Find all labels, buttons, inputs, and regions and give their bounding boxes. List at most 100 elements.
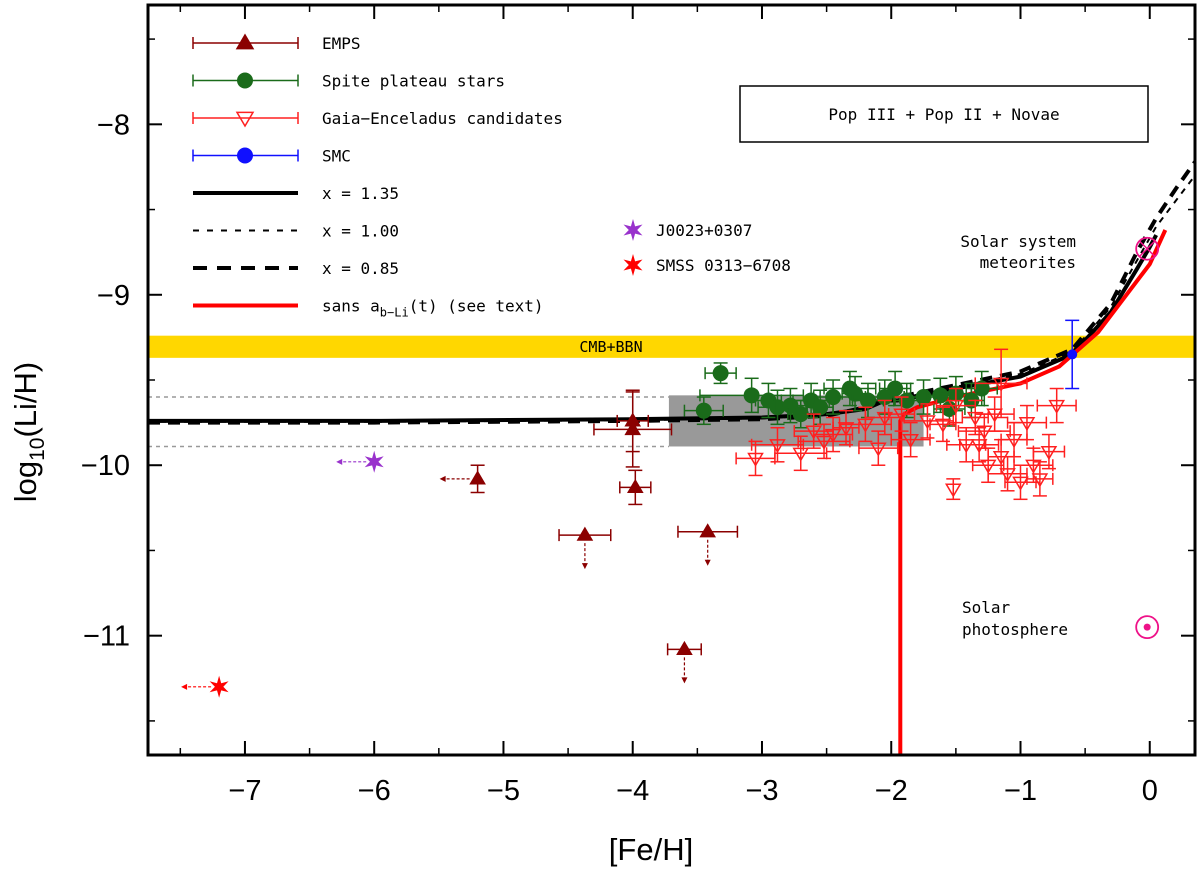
legend-label-0: EMPS (322, 34, 361, 53)
series-2-point-15 (974, 396, 1015, 432)
legend-entry-1: Spite plateau stars (192, 72, 505, 91)
series-1-point-18-marker (695, 402, 712, 419)
series-2-point-31 (1036, 387, 1077, 424)
series-0-point-5-upper-y-head (704, 559, 711, 566)
model-curve-3 (898, 229, 1168, 755)
series-0-point-4-marker (576, 526, 594, 541)
annotation-solar: Solar (962, 598, 1011, 617)
x-tick-label-1: −6 (358, 775, 391, 807)
model-label: Pop III + Pop II + Novae (828, 105, 1059, 124)
series-2-point-22-marker (1031, 473, 1049, 488)
series-2-point-29-marker (970, 439, 988, 454)
legend-label-3: SMC (322, 147, 351, 166)
series-0-point-4 (558, 526, 612, 570)
x-axis-title: [Fe/H] (609, 832, 693, 867)
series-3-point-0 (1065, 319, 1080, 390)
y-tick-label-0: −8 (97, 109, 130, 141)
series-2-point-26-marker (769, 439, 786, 454)
series-2-point-0-marker (747, 452, 764, 467)
series-1-point-10-marker (859, 392, 876, 409)
star-legend-label-0: J0023+0307 (656, 221, 752, 240)
model-curve-2 (148, 174, 1196, 423)
star-1-upper-x-head (181, 683, 188, 690)
series-0-point-5-marker (699, 523, 717, 538)
series-2-point-20 (1006, 404, 1048, 441)
model-curve-1 (148, 160, 1197, 425)
legend-label-rest-7: (t) (see text) (409, 297, 544, 316)
series-2-point-26 (750, 426, 805, 463)
series-2-point-28-marker (870, 442, 887, 457)
y-axis-title-sub: 10 (26, 438, 49, 461)
series-2-point-27 (793, 413, 834, 449)
y-axis-title: log10(Li/H) (8, 362, 49, 503)
series-1-point-7-marker (825, 389, 842, 406)
series-2-point-30-marker (1040, 445, 1058, 461)
band-label: CMB+BBN (579, 338, 642, 356)
series-0-point-2 (619, 469, 652, 506)
series-0-point-6-marker (676, 640, 693, 655)
series-2-point-9 (900, 403, 955, 439)
legend-marker-2 (235, 111, 255, 128)
y-tick-label-2: −10 (81, 450, 130, 482)
series-0-point-3-upper-x-head (439, 475, 446, 482)
series-1-point-18 (683, 396, 724, 426)
legend-label-5: x = 1.00 (322, 222, 399, 241)
series-2-point-2-marker (815, 435, 833, 450)
series-2-point-21-marker (1025, 459, 1042, 474)
series-0-point-1-marker (624, 412, 642, 427)
legend-label-1: Spite plateau stars (322, 72, 505, 91)
series-1-point-12-marker (887, 380, 904, 397)
x-tick-label-7: 0 (1142, 775, 1158, 807)
series-2-point-9-marker (919, 415, 936, 430)
series-2-point-20-marker (1018, 416, 1036, 432)
series-0-point-3-marker (469, 470, 486, 485)
annotation-solar-system: Solar system (960, 232, 1076, 251)
series-0-point-6-upper-y-head (681, 677, 688, 684)
x-tick-label-6: −1 (1004, 775, 1037, 807)
series-1-point-21-marker (941, 400, 958, 417)
legend-marker-3 (237, 147, 253, 164)
series-2-point-7-marker (893, 408, 910, 423)
series-2-point-24 (974, 348, 1028, 419)
x-tick-label-3: −4 (616, 775, 649, 807)
star-legend-marker-1 (623, 254, 643, 276)
annotation-photosphere: photosphere (962, 620, 1068, 639)
legend-marker-1 (237, 72, 253, 89)
series-0-point-3 (439, 464, 486, 494)
series-2-point-31-marker (1048, 399, 1066, 415)
x-tick-label-4: −3 (745, 775, 778, 807)
series-1-point-0 (704, 362, 737, 385)
series-2-point-16-marker (992, 451, 1010, 466)
legend-label-main-7: sans a (322, 297, 380, 316)
series-0-point-6 (666, 640, 702, 684)
solar-photosphere-dot (1143, 623, 1151, 631)
series-2-point-8 (890, 421, 931, 458)
legend-label-7: sans ab−Li(t) (see text) (322, 297, 544, 320)
series-2-point-29 (958, 426, 1000, 463)
series-1-point-12 (878, 370, 912, 407)
series-2-point-24-marker (992, 377, 1010, 392)
legend-entry-4: x = 1.35 (193, 184, 399, 203)
series-2-point-18-marker (1005, 434, 1023, 449)
solar-photosphere-marker (1135, 615, 1160, 640)
legend-entry-0: EMPS (192, 33, 361, 53)
series-2-point-30 (1032, 433, 1066, 470)
star-1 (181, 675, 229, 698)
solar-system-meteorites-cross-b (1138, 240, 1156, 258)
y-tick-label-1: −9 (97, 280, 130, 312)
legend-entry-7: sans ab−Li(t) (see text) (193, 297, 544, 320)
legend-entry-2: Gaia−Enceladus candidates (192, 109, 563, 128)
star-0 (336, 450, 384, 473)
x-tick-label-0: −7 (228, 775, 261, 807)
series-2-point-27-marker (805, 425, 822, 440)
series-1-point-9-marker (847, 385, 864, 402)
series-0-point-2-marker (626, 478, 644, 494)
series-0-point-1 (616, 389, 649, 453)
star-1-marker (209, 675, 229, 698)
series-1-point-20-marker (973, 380, 990, 397)
star-0-marker (364, 450, 384, 473)
legend-label-sub-7: b−Li (380, 306, 409, 320)
series-2-point-15-marker (986, 408, 1003, 423)
series-2-point-14-marker (975, 425, 993, 440)
